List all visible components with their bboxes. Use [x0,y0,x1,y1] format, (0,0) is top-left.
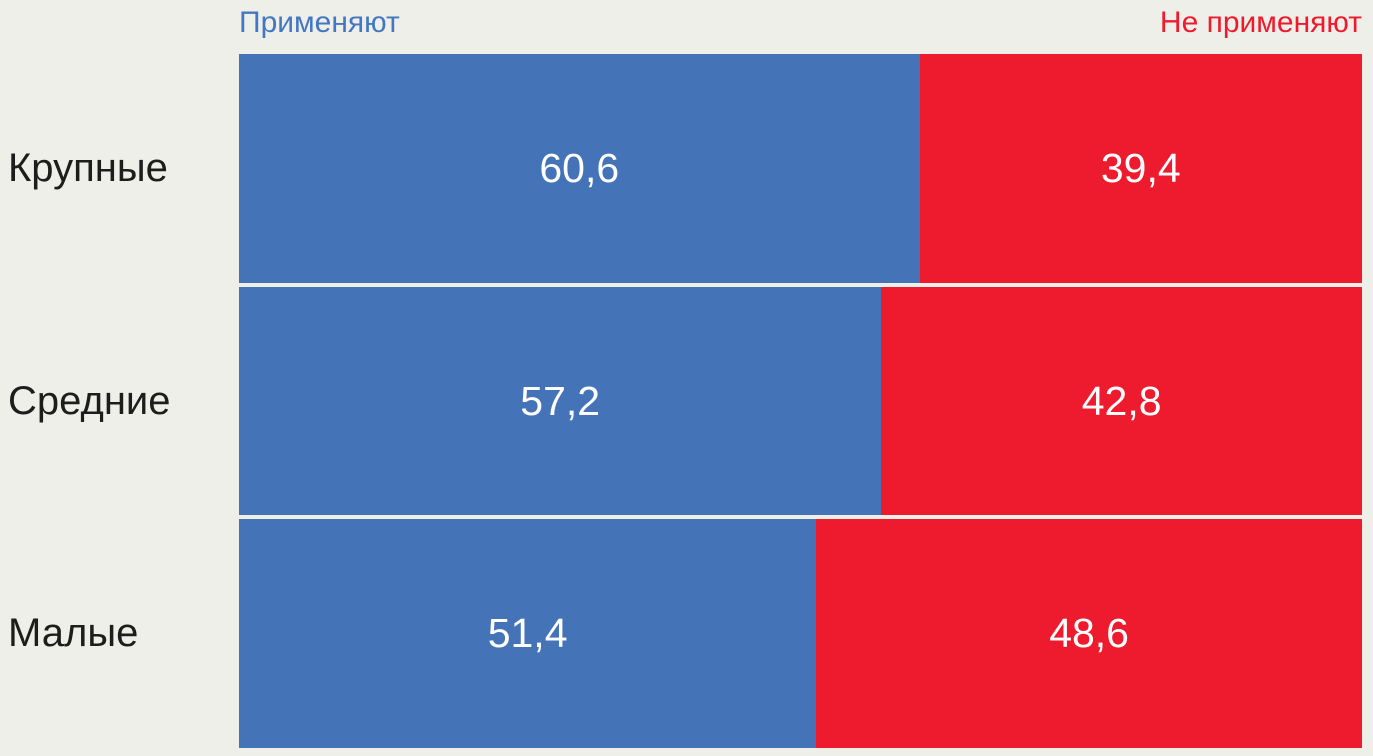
legend-item-not-apply: Не применяют [1159,6,1362,39]
bar-area: 51,4 48,6 [239,519,1362,749]
value-label: 39,4 [1100,144,1181,191]
value-label: 42,8 [1081,377,1162,424]
bar-segment-apply: 51,4 [239,519,817,749]
bar-area: 57,2 42,8 [239,286,1362,516]
value-label: 57,2 [520,377,601,424]
category-label: Средние [8,378,171,423]
chart-legend: Применяют Не применяют [239,6,1362,54]
bar-segment-apply: 60,6 [239,54,920,283]
chart-row-2: Средние 57,2 42,8 [0,286,1362,516]
bar-segment-not-apply: 42,8 [881,286,1362,516]
chart-plot-area: Крупные 60,6 39,4 Средние 57,2 42,8 Малые 51,4 4… [0,54,1362,749]
value-label: 60,6 [539,144,620,191]
chart-row-1: Крупные 60,6 39,4 [0,54,1362,283]
bar-segment-not-apply: 48,6 [816,519,1362,749]
value-label: 51,4 [487,610,568,657]
bar-segment-apply: 57,2 [239,286,882,516]
bar-segment-not-apply: 39,4 [919,54,1362,283]
bar-area: 60,6 39,4 [239,54,1362,283]
category-label: Малые [8,611,139,656]
chart-row-3: Малые 51,4 48,6 [0,519,1362,749]
category-label: Крупные [8,145,168,190]
value-label: 48,6 [1049,610,1129,657]
legend-item-apply: Применяют [239,6,400,39]
